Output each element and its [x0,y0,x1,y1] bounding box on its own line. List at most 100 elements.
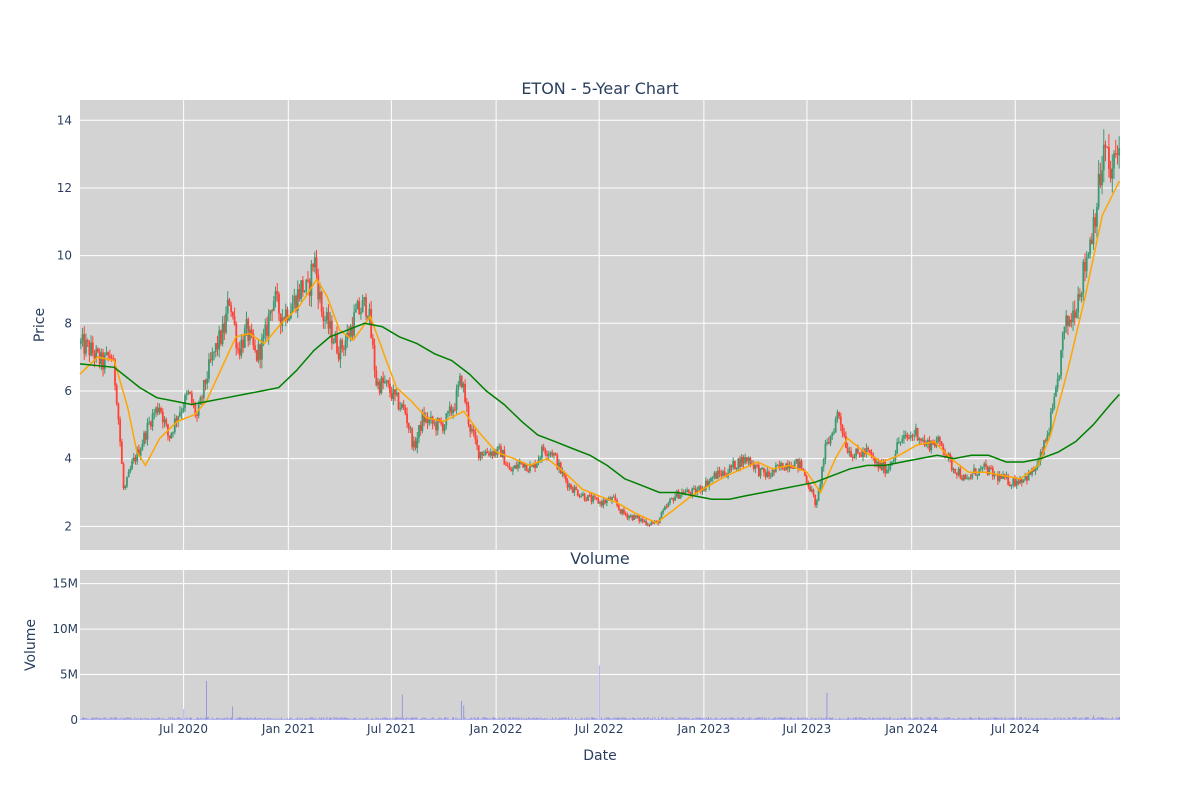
volume-bar [1024,717,1026,720]
volume-bar [232,706,234,720]
volume-bar [1078,718,1079,720]
volume-bar [981,717,983,720]
volume-bar [762,718,764,720]
candle-body [1017,480,1020,484]
candle-body [638,516,641,522]
volume-bar [477,717,478,720]
volume-bar [491,717,493,720]
volume-bar [316,719,318,720]
volume-bar [943,717,945,720]
volume-bar [938,718,939,720]
candle-body [474,431,477,440]
volume-bar [816,718,818,720]
volume-bar [752,719,754,720]
volume-bar [664,717,666,720]
volume-bar [574,717,576,720]
volume-bar [442,719,444,720]
volume-bar [83,717,84,720]
volume-bar [290,717,292,720]
candle-body [669,499,671,504]
volume-bar [979,717,980,720]
candle-body [862,450,864,457]
volume-bar [831,718,832,720]
candle-body [221,323,224,344]
candle-body [368,309,371,317]
candle-body [752,463,755,469]
volume-bar [866,718,868,720]
volume-bar [1075,717,1077,720]
volume-bar [588,717,590,720]
volume-bar [1008,718,1010,720]
candle-body [213,351,215,353]
candle-body [1094,217,1097,227]
candle-body [891,461,893,465]
candle-body [165,419,168,425]
price-tick-label: 14 [57,113,72,127]
volume-bar [234,718,236,720]
candle-body [218,330,221,350]
volume-bar [146,718,148,720]
volume-bar [428,718,429,720]
candle-body [672,498,675,501]
volume-bar [434,719,436,720]
volume-bar [927,717,929,720]
volume-bar [374,718,376,720]
volume-bar [1036,718,1037,720]
volume-bar [110,717,112,720]
volume-bar [1042,718,1044,720]
candle-body [1058,375,1061,379]
candle-body [127,471,130,478]
volume-bar [936,717,938,720]
volume-bar [648,719,650,720]
volume-bar [543,718,544,720]
candle-body [628,516,630,519]
candle-body [710,478,712,482]
volume-bar [572,719,574,720]
volume-bar [922,718,923,720]
volume-bar [464,717,466,720]
volume-bar [640,718,642,720]
volume-bar [680,718,682,720]
volume-bar [308,718,310,720]
volume-bar [683,718,684,720]
volume-bar [349,718,351,720]
volume-bar [447,717,449,720]
candle-body [663,506,666,511]
volume-tick-label: 10M [52,622,78,636]
volume-bar [738,718,740,720]
volume-bar [95,717,97,720]
candle-body [1019,479,1021,484]
candle-body [324,320,326,322]
candle-body [967,477,970,479]
volume-bar [211,717,213,720]
volume-bar [113,717,115,720]
volume-bar [413,717,415,720]
volume-bar [555,717,557,720]
volume-bar [482,717,484,720]
volume-bar [1025,717,1027,720]
volume-bar [753,718,755,720]
volume-bar [1013,717,1015,720]
volume-bar [1037,718,1038,720]
candle-body [950,458,953,470]
volume-bar [853,717,855,720]
volume-bar [590,717,592,720]
volume-bar [301,717,303,720]
volume-bar [294,718,296,720]
candle-body [252,333,255,346]
volume-bar [1045,717,1046,720]
candle-body [928,440,931,451]
candle-body [260,338,263,360]
volume-bar [228,719,230,720]
volume-bar [971,717,972,720]
volume-bar [733,718,734,720]
volume-bar [812,719,814,720]
candle-body [370,309,373,338]
candle-body [938,437,941,442]
volume-bar [587,718,589,720]
volume-bar [1057,717,1059,720]
volume-bar [848,717,849,720]
volume-bar [1113,719,1115,720]
volume-bar [1066,718,1068,720]
